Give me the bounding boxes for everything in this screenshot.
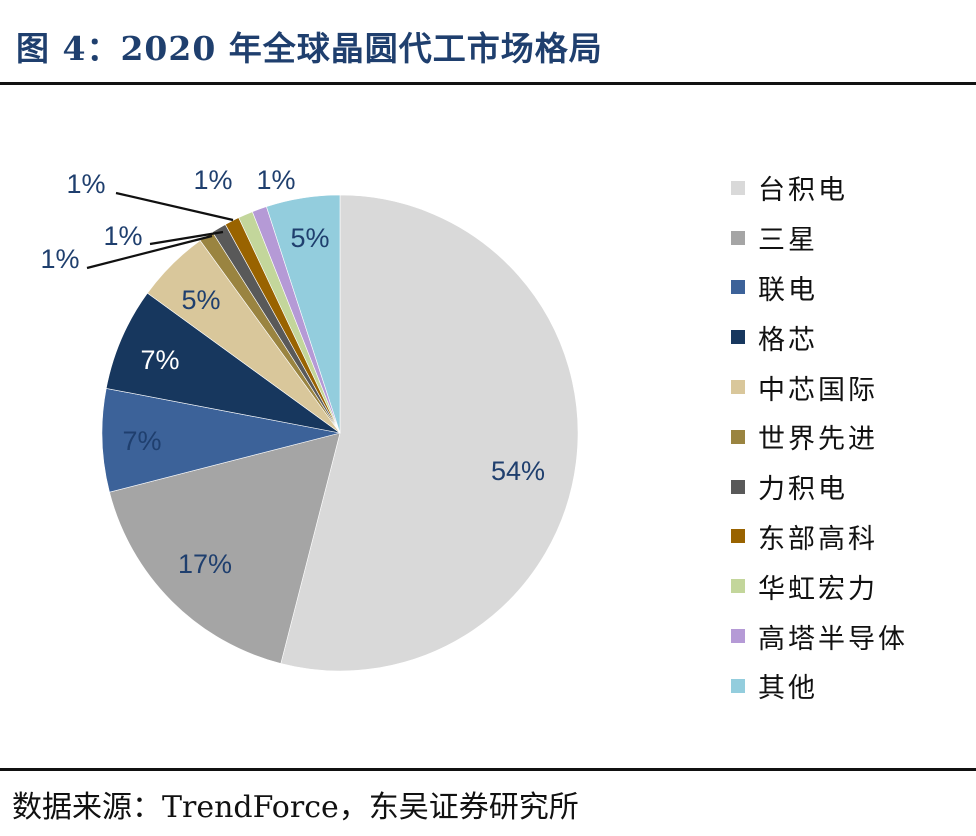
- leader-line-7: [149, 230, 224, 246]
- legend-swatch: [731, 380, 745, 395]
- legend-label: 高塔半导体: [758, 623, 908, 655]
- legend-item-2: 三星: [731, 213, 908, 263]
- leader-line-6: [86, 234, 213, 270]
- slice-label-2: 17%: [178, 549, 232, 579]
- legend-swatch: [731, 230, 745, 245]
- legend-item-1: 台积电: [731, 163, 908, 213]
- bottom-rule: [0, 768, 976, 771]
- top-rule: [0, 82, 976, 85]
- slice-labels: 54%17%7%7%5%1%1%1% 1% 1%5%: [40, 165, 545, 579]
- legend-item-3: 联电: [731, 263, 908, 313]
- legend-swatch: [731, 429, 745, 444]
- legend-item-10: 高塔半导体: [731, 611, 908, 661]
- legend-swatch: [731, 529, 745, 544]
- legend-label: 台积电: [758, 175, 848, 207]
- legend-swatch: [731, 678, 745, 693]
- leader-lines: [86, 191, 234, 270]
- legend-label: 其他: [758, 673, 818, 705]
- legend-label: 力积电: [758, 474, 848, 506]
- chart-legend: 台积电三星联电格芯中芯国际世界先进力积电东部高科华虹宏力高塔半导体其他: [731, 163, 908, 711]
- legend-label: 中芯国际: [758, 374, 878, 406]
- legend-swatch: [731, 330, 745, 345]
- legend-item-5: 中芯国际: [731, 362, 908, 412]
- slice-label-8: 1%: [66, 169, 105, 199]
- pie-slice-4: [105, 292, 341, 434]
- figure-title: 图 4：2020 年全球晶圆代工市场格局: [16, 29, 603, 68]
- legend-label: 世界先进: [758, 424, 878, 456]
- pie-slice-2: [109, 432, 341, 664]
- slice-label-5: 5%: [181, 285, 220, 315]
- pie-slice-3: [101, 388, 341, 493]
- source-note: 数据来源：TrendForce，东吴证券研究所: [12, 790, 579, 825]
- legend-swatch: [731, 280, 745, 295]
- legend-item-8: 东部高科: [731, 512, 908, 562]
- legend-label: 联电: [758, 274, 818, 306]
- slice-label-1: 54%: [491, 456, 545, 486]
- slice-label-4: 7%: [140, 345, 179, 375]
- legend-swatch: [731, 579, 745, 594]
- legend-swatch: [731, 180, 745, 195]
- slice-label-7: 1%: [103, 221, 142, 251]
- legend-swatch: [731, 479, 745, 494]
- legend-item-9: 华虹宏力: [731, 561, 908, 611]
- slice-label-11: 5%: [290, 223, 329, 253]
- slice-label-3: 7%: [122, 426, 161, 456]
- legend-label: 华虹宏力: [758, 573, 878, 605]
- legend-label: 三星: [758, 225, 818, 257]
- legend-item-6: 世界先进: [731, 412, 908, 462]
- legend-label: 格芯: [758, 324, 818, 356]
- pie-slice-11: [266, 194, 341, 434]
- slice-label-9: 1%: [193, 165, 232, 195]
- legend-label: 东部高科: [758, 523, 878, 555]
- legend-swatch: [731, 629, 745, 644]
- slice-label-6: 1%: [40, 244, 79, 274]
- legend-item-7: 力积电: [731, 462, 908, 512]
- pie-slices: [101, 194, 579, 672]
- leader-line-8: [115, 191, 234, 222]
- legend-item-11: 其他: [731, 661, 908, 711]
- slice-label-10: 1%: [256, 165, 295, 195]
- pie-slice-1: [280, 194, 579, 672]
- legend-item-4: 格芯: [731, 312, 908, 362]
